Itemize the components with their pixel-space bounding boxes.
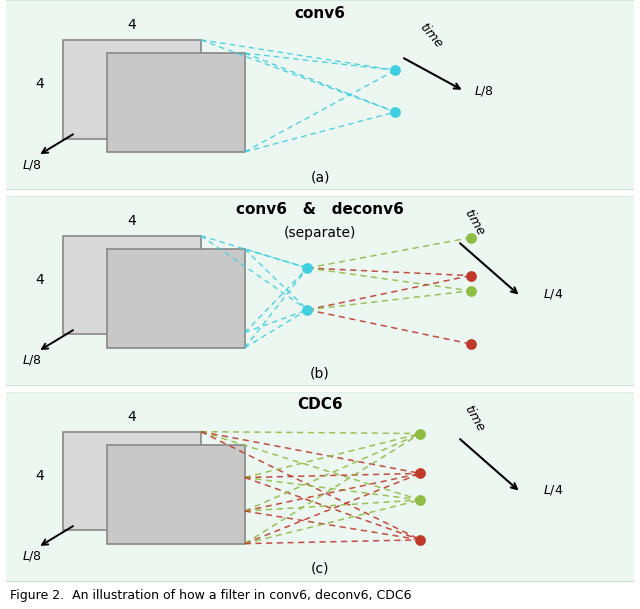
Text: $L/8$: $L/8$ (22, 549, 42, 563)
Point (465, 271, 476, 281)
Point (390, 65, 401, 75)
Bar (63, 432, 201, 530)
Text: conv6   &   deconv6: conv6 & deconv6 (236, 202, 404, 217)
Bar (107, 249, 244, 348)
FancyBboxPatch shape (0, 392, 640, 582)
Text: 4: 4 (127, 214, 136, 228)
Text: (c): (c) (311, 562, 329, 576)
Point (302, 263, 312, 273)
Bar (63, 236, 201, 334)
Text: $L/8$: $L/8$ (474, 85, 493, 99)
Text: $L/8$: $L/8$ (22, 353, 42, 367)
Bar (107, 445, 244, 544)
Text: 4: 4 (127, 410, 136, 424)
Point (390, 107, 401, 117)
Point (415, 535, 426, 544)
Bar (107, 53, 244, 152)
Text: $L/8$: $L/8$ (22, 158, 42, 172)
Text: 4: 4 (35, 273, 44, 287)
Point (465, 286, 476, 296)
Point (415, 429, 426, 438)
Bar (63, 40, 201, 139)
Text: CDC6: CDC6 (297, 398, 343, 412)
Text: $L/4$: $L/4$ (543, 483, 563, 497)
FancyBboxPatch shape (0, 196, 640, 385)
Text: (b): (b) (310, 366, 330, 380)
Text: $L/4$: $L/4$ (543, 287, 563, 301)
Text: conv6: conv6 (294, 5, 346, 21)
Text: (separate): (separate) (284, 227, 356, 241)
Text: Figure 2.  An illustration of how a filter in conv6, deconv6, CDC6: Figure 2. An illustration of how a filte… (10, 589, 411, 602)
Point (302, 305, 312, 315)
Point (465, 339, 476, 349)
Point (415, 468, 426, 478)
Text: 4: 4 (127, 18, 136, 32)
Point (415, 495, 426, 505)
Text: 4: 4 (35, 469, 44, 483)
FancyBboxPatch shape (0, 0, 640, 190)
Text: (a): (a) (310, 170, 330, 184)
Text: time: time (417, 20, 445, 51)
Text: 4: 4 (35, 77, 44, 91)
Text: time: time (461, 206, 486, 238)
Text: time: time (461, 403, 486, 434)
Point (465, 233, 476, 242)
